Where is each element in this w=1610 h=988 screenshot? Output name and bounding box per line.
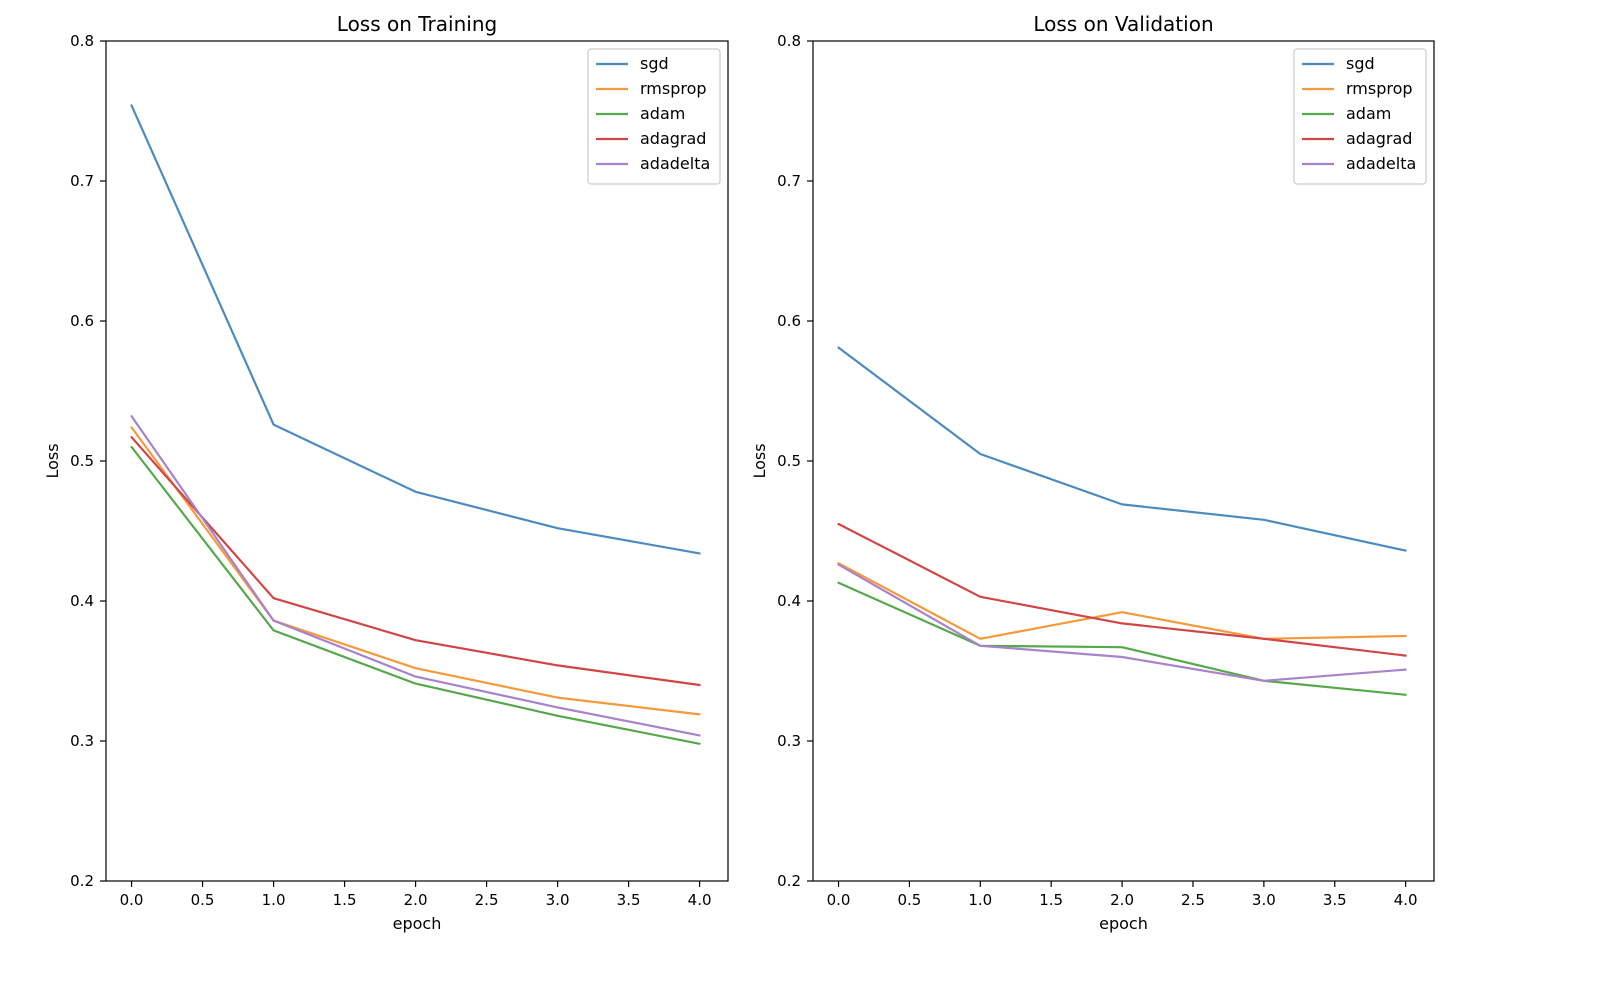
x-tick-label: 1.0 bbox=[262, 891, 286, 909]
y-tick-label: 0.3 bbox=[70, 732, 94, 750]
legend-box bbox=[587, 48, 721, 185]
legend-label-rmsprop: rmsprop bbox=[640, 79, 707, 98]
y-tick-label: 0.7 bbox=[777, 172, 801, 190]
legend-label-sgd: sgd bbox=[640, 54, 669, 73]
y-tick-label: 0.2 bbox=[70, 872, 94, 890]
y-tick-label: 0.6 bbox=[777, 312, 801, 330]
training-loss-panel: Loss on Training epoch Loss 0.0 0.5 1.0 1.5… bbox=[43, 12, 729, 933]
series-line-adadelta bbox=[130, 415, 701, 737]
legend-label-adagrad: adagrad bbox=[640, 129, 706, 148]
series-line-adadelta bbox=[837, 563, 1407, 682]
y-tick-label: 0.7 bbox=[70, 172, 94, 190]
x-tick-label: 0.0 bbox=[120, 891, 144, 909]
y-tick-label: 0.8 bbox=[70, 32, 94, 50]
y-tick-label: 0.8 bbox=[777, 32, 801, 50]
x-tick-label: 2.0 bbox=[1110, 891, 1134, 909]
x-tick-label: 0.0 bbox=[827, 891, 851, 909]
series-line-rmsprop bbox=[130, 426, 701, 716]
y-tick-label: 0.5 bbox=[777, 452, 801, 470]
series-line-adam bbox=[837, 581, 1407, 696]
x-axis-label: epoch bbox=[1099, 914, 1148, 933]
x-tick-label: 3.0 bbox=[546, 891, 570, 909]
series-line-sgd bbox=[130, 104, 701, 555]
x-tick-label: 4.0 bbox=[1394, 891, 1418, 909]
x-tick-label: 4.0 bbox=[688, 891, 712, 909]
legend-label-adam: adam bbox=[1346, 104, 1391, 123]
chart-title: Loss on Validation bbox=[1033, 12, 1213, 36]
validation-loss-panel: Loss on Validation epoch Loss 0.0 0.5 1.0 1… bbox=[750, 12, 1435, 933]
series-line-adagrad bbox=[837, 522, 1407, 657]
y-tick-label: 0.4 bbox=[70, 592, 94, 610]
legend-label-adam: adam bbox=[640, 104, 685, 123]
y-tick-label: 0.5 bbox=[70, 452, 94, 470]
legend-label-adadelta: adadelta bbox=[1346, 154, 1416, 173]
y-tick-label: 0.4 bbox=[777, 592, 801, 610]
series-line-rmsprop bbox=[837, 562, 1407, 640]
legend: sgd rmsprop adam adagrad adadelta bbox=[1293, 48, 1427, 185]
x-axis-label: epoch bbox=[393, 914, 442, 933]
x-tick-label: 3.5 bbox=[617, 891, 641, 909]
legend-box bbox=[1293, 48, 1427, 185]
x-tick-label: 1.0 bbox=[968, 891, 992, 909]
x-tick-label: 3.0 bbox=[1252, 891, 1276, 909]
x-tick-label: 2.0 bbox=[404, 891, 428, 909]
x-tick-label: 3.5 bbox=[1323, 891, 1347, 909]
x-tick-label: 0.5 bbox=[897, 891, 921, 909]
legend-label-adadelta: adadelta bbox=[640, 154, 710, 173]
x-tick-label: 1.5 bbox=[333, 891, 357, 909]
y-tick-label: 0.2 bbox=[777, 872, 801, 890]
legend: sgd rmsprop adam adagrad adadelta bbox=[587, 48, 721, 185]
x-tick-label: 2.5 bbox=[1181, 891, 1205, 909]
x-tick-label: 2.5 bbox=[475, 891, 499, 909]
chart-title: Loss on Training bbox=[337, 12, 497, 36]
y-axis-label: Loss bbox=[750, 443, 769, 478]
y-tick-label: 0.6 bbox=[70, 312, 94, 330]
x-tick-label: 0.5 bbox=[191, 891, 215, 909]
series-line-sgd bbox=[837, 346, 1407, 552]
series-line-adam bbox=[130, 445, 701, 745]
legend-label-adagrad: adagrad bbox=[1346, 129, 1412, 148]
legend-label-sgd: sgd bbox=[1346, 54, 1375, 73]
series-line-adagrad bbox=[130, 436, 701, 687]
y-axis-label: Loss bbox=[43, 443, 62, 478]
x-tick-label: 1.5 bbox=[1039, 891, 1063, 909]
legend-label-rmsprop: rmsprop bbox=[1346, 79, 1413, 98]
y-tick-label: 0.3 bbox=[777, 732, 801, 750]
